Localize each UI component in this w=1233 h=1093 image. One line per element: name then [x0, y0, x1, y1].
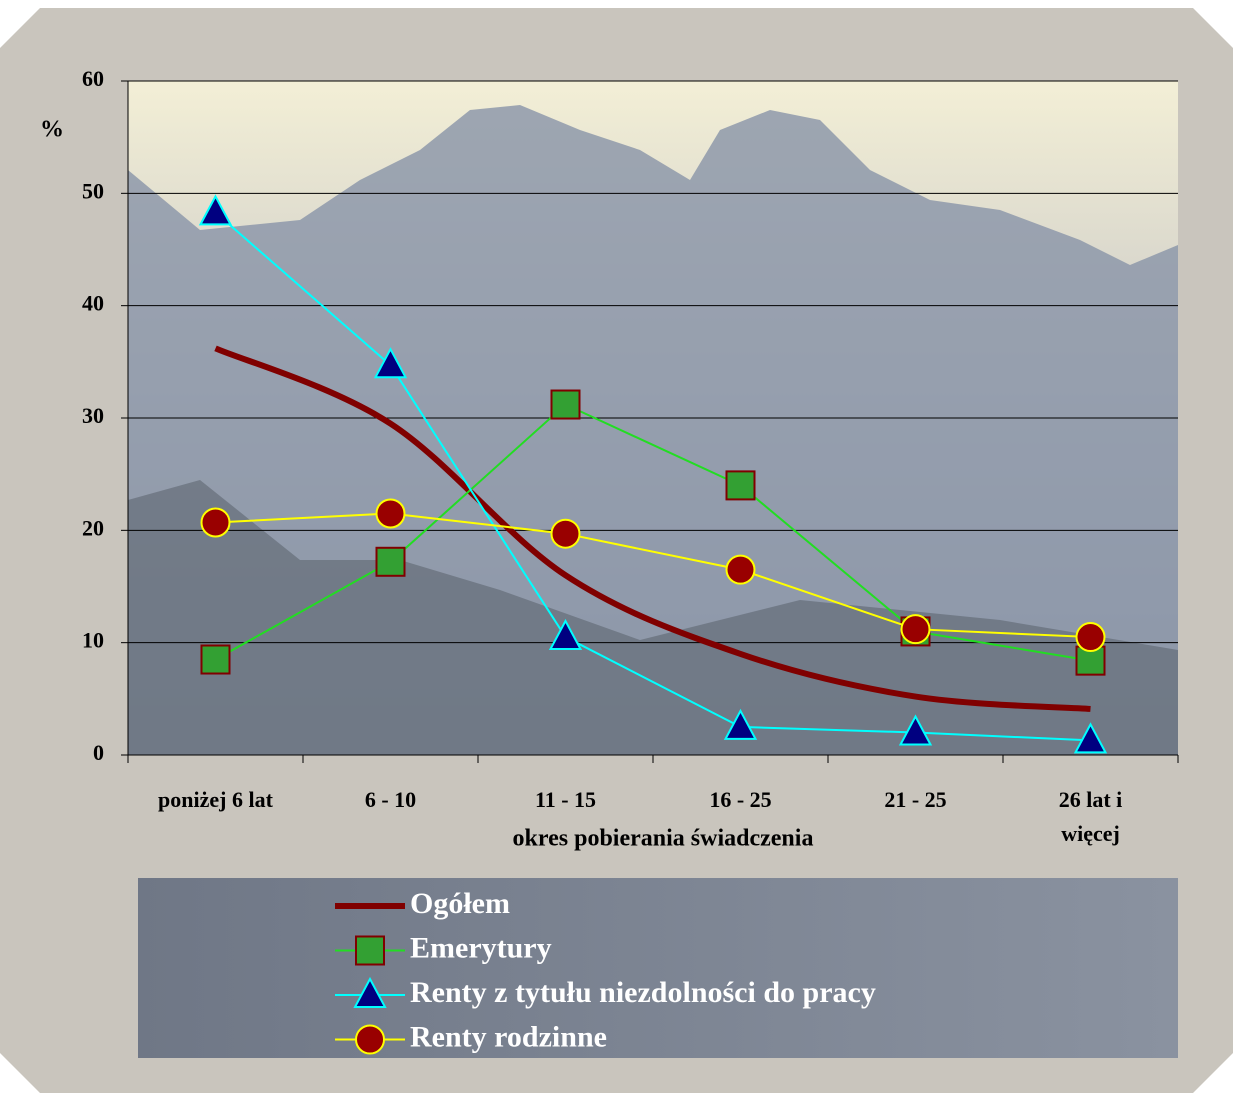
y-tick-label: 30 — [82, 403, 104, 428]
x-tick-label: poniżej 6 lat — [158, 787, 273, 812]
y-axis-title: % — [40, 117, 64, 143]
data-point — [198, 194, 233, 226]
data-point — [550, 518, 581, 549]
data-point — [898, 714, 933, 746]
y-tick-label: 20 — [82, 515, 104, 540]
x-tick-label: 26 lat i więcej — [1058, 787, 1123, 846]
legend-label: Renty rodzinne — [410, 1020, 607, 1053]
series-line — [215, 403, 1091, 662]
data-point — [548, 618, 583, 651]
y-tick-label: 50 — [82, 178, 104, 203]
series-line — [214, 211, 1091, 742]
y-tick-label: 0 — [93, 740, 104, 765]
data-point — [1073, 722, 1108, 754]
legend-label: Renty z tytułu niezdolności do pracy — [410, 976, 876, 1009]
series-line — [214, 345, 1091, 712]
legend-box — [138, 878, 1178, 1058]
y-tick-label: 40 — [82, 291, 104, 316]
data-point — [550, 389, 581, 420]
legend-marker — [355, 1024, 385, 1055]
legend-label: Ogółem — [410, 887, 510, 920]
series-line — [215, 512, 1091, 639]
data-point — [375, 546, 406, 577]
data-point — [1075, 622, 1106, 653]
legend-label: Emerytury — [410, 931, 552, 964]
data-point — [725, 470, 756, 501]
x-tick-label: 11 - 15 — [534, 787, 597, 812]
x-tick-label: 21 - 25 — [884, 787, 947, 812]
y-tick-label: 10 — [82, 628, 104, 653]
x-axis-title: okres pobierania świadczenia — [513, 826, 814, 852]
x-tick-label: 16 - 25 — [709, 787, 772, 812]
data-point — [375, 498, 406, 529]
data-point — [725, 554, 756, 585]
data-point — [373, 347, 408, 379]
x-tick-label: 6 - 10 — [364, 787, 417, 812]
data-point — [723, 708, 758, 740]
legend-marker — [353, 976, 387, 1008]
trees — [128, 480, 1178, 755]
legend-marker — [355, 935, 385, 966]
data-point — [200, 644, 231, 675]
data-point — [900, 614, 931, 645]
y-tick-label: 60 — [82, 66, 104, 91]
data-point — [200, 507, 231, 538]
